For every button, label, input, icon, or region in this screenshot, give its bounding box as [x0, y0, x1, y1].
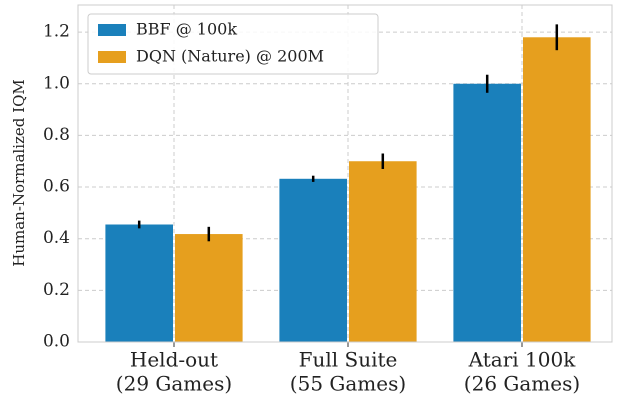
- y-tick-label: 1.0: [43, 73, 70, 93]
- x-tick-label: (55 Games): [290, 372, 406, 396]
- bar: [453, 83, 521, 342]
- y-tick-label: 0.6: [43, 177, 70, 197]
- legend-swatch: [98, 51, 126, 63]
- legend-swatch: [98, 24, 126, 36]
- x-tick-label: Atari 100k: [468, 348, 577, 372]
- y-tick-label: 0.2: [43, 280, 70, 300]
- y-tick-label: 0.8: [43, 125, 70, 145]
- bar: [175, 234, 243, 342]
- y-tick-label: 1.2: [43, 22, 70, 42]
- y-axis-label: Human-Normalized IQM: [10, 79, 28, 266]
- bar: [105, 224, 173, 342]
- bar: [349, 161, 417, 342]
- bar: [523, 37, 591, 342]
- x-tick-label: Held-out: [130, 348, 218, 372]
- legend-label: DQN (Nature) @ 200M: [136, 47, 324, 66]
- y-tick-label: 0.4: [43, 228, 70, 248]
- x-tick-label: (29 Games): [116, 372, 232, 396]
- bar: [279, 178, 347, 342]
- legend-label: BBF @ 100k: [136, 20, 237, 39]
- y-tick-label: 0.0: [43, 332, 70, 352]
- x-tick-label: (26 Games): [464, 372, 580, 396]
- x-tick-label: Full Suite: [299, 348, 398, 372]
- legend-box: [87, 13, 379, 75]
